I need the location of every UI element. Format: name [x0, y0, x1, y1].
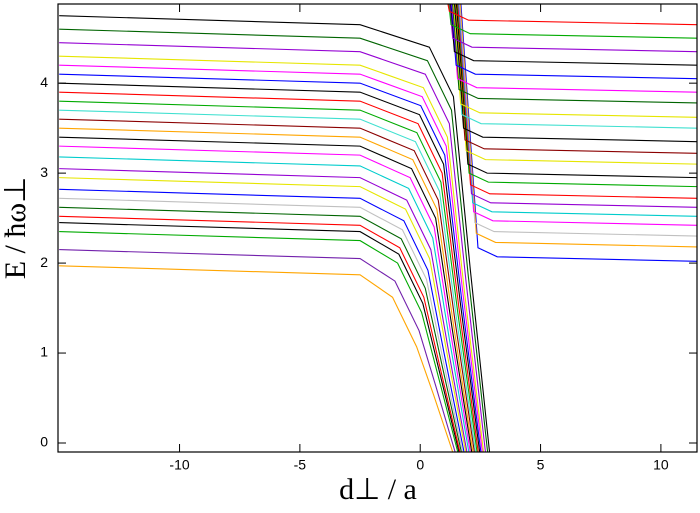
series-line	[59, 42, 486, 452]
y-axis-title: E / ħω⊥	[0, 177, 32, 280]
x-axis-title: d⊥ / a	[339, 473, 417, 506]
x-tick-label: -5	[294, 457, 307, 473]
x-tick-label: -10	[169, 457, 189, 473]
series-line	[59, 197, 464, 452]
series-line	[59, 177, 467, 452]
series-line	[59, 222, 460, 452]
series-line	[59, 215, 461, 452]
y-tick-label: 0	[40, 434, 48, 450]
x-tick-label: 10	[653, 457, 669, 473]
plot-lines	[59, 4, 697, 452]
series-line	[59, 231, 459, 452]
series-line	[59, 145, 471, 452]
series-line	[59, 127, 474, 452]
series-line	[59, 28, 489, 452]
series-line	[59, 168, 468, 452]
x-tick-label: 5	[537, 457, 545, 473]
series-line	[59, 136, 473, 452]
series-line	[457, 4, 697, 217]
x-tick-label: 0	[416, 457, 424, 473]
series-line	[447, 4, 697, 26]
series-line	[59, 188, 465, 452]
series-line	[450, 4, 697, 80]
series-line	[59, 15, 491, 452]
series-line	[59, 100, 478, 452]
series-line	[59, 156, 470, 452]
y-tick-label: 2	[40, 254, 48, 270]
series-line	[59, 249, 456, 452]
series-line	[456, 4, 697, 199]
series-line	[59, 82, 481, 452]
series-line	[451, 4, 697, 104]
y-tick-label: 1	[40, 344, 48, 360]
series-line	[449, 4, 697, 66]
y-tick-label: 3	[40, 164, 48, 180]
series-line	[59, 64, 483, 452]
series-line	[59, 206, 462, 452]
series-line	[59, 118, 475, 452]
series-line	[460, 4, 697, 262]
series-line	[448, 4, 697, 39]
y-tick-label: 4	[40, 74, 48, 90]
series-line	[59, 73, 482, 452]
series-line	[59, 55, 485, 452]
series-line	[455, 4, 697, 179]
series-line	[59, 109, 477, 452]
series-line	[59, 91, 479, 452]
series-line	[452, 4, 697, 118]
plot-frame	[57, 3, 698, 453]
series-line	[458, 4, 697, 237]
series-line	[459, 4, 697, 248]
series-line	[59, 265, 454, 452]
